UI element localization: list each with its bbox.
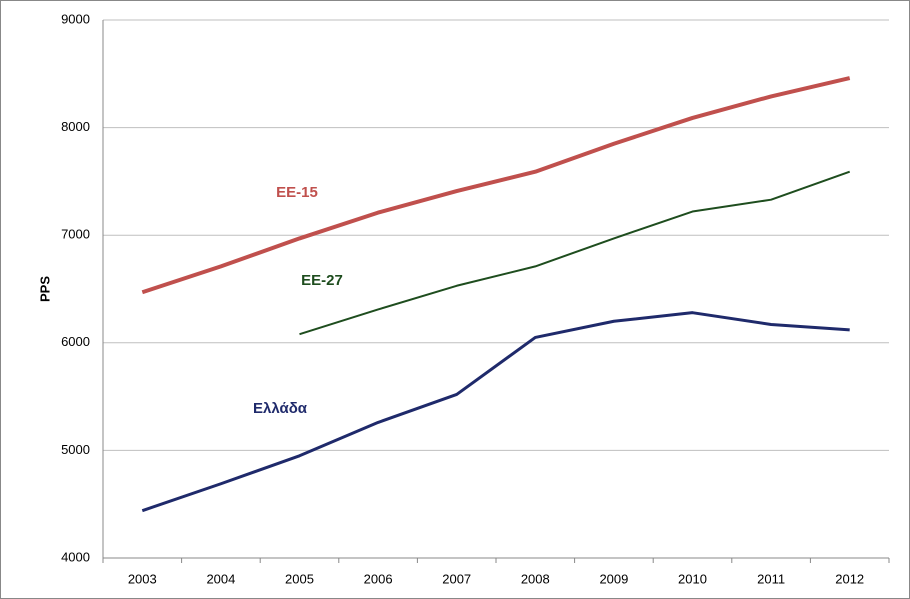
x-tick-label: 2007 <box>442 571 471 586</box>
x-tick-label: 2005 <box>285 571 314 586</box>
series-label: EE-15 <box>276 184 318 201</box>
series-label: Ελλάδα <box>253 400 308 417</box>
y-tick-label: 8000 <box>61 119 90 134</box>
series-label: EE-27 <box>301 272 343 289</box>
y-tick-label: 7000 <box>61 227 90 242</box>
series-line <box>141 311 850 513</box>
y-tick-label: 4000 <box>61 549 90 564</box>
x-tick-label: 2008 <box>521 571 550 586</box>
x-tick-label: 2009 <box>599 571 628 586</box>
series-line <box>141 76 851 295</box>
y-axis-label: PPS <box>37 276 52 302</box>
x-tick-label: 2012 <box>835 571 864 586</box>
y-tick-label: 5000 <box>61 442 90 457</box>
series-line <box>299 170 851 336</box>
x-tick-label: 2003 <box>128 571 157 586</box>
x-tick-label: 2006 <box>364 571 393 586</box>
x-tick-label: 2010 <box>678 571 707 586</box>
x-tick-label: 2011 <box>757 571 785 586</box>
x-tick-label: 2004 <box>206 571 235 586</box>
y-tick-label: 9000 <box>61 11 90 26</box>
y-tick-label: 6000 <box>61 334 90 349</box>
